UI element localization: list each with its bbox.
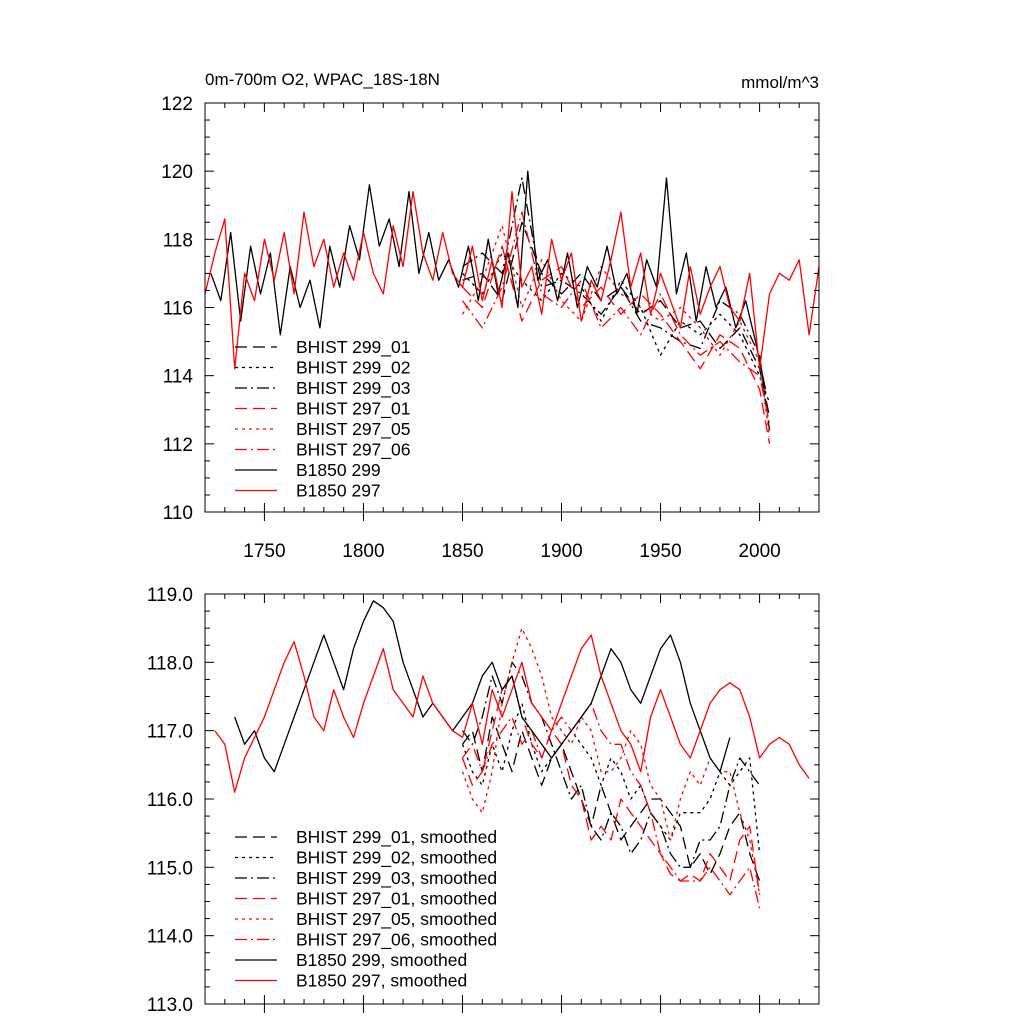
series-line-b1850-299 xyxy=(210,170,767,390)
y-tick-label: 117.0 xyxy=(147,722,193,743)
legend-label: BHIST 299_01, smoothed xyxy=(296,827,497,848)
y-tick-label: 113.0 xyxy=(147,995,193,1016)
legend-label: BHIST 297_01, smoothed xyxy=(296,889,497,910)
x-tick-label: 1800 xyxy=(342,541,384,562)
y-tick-label: 116.0 xyxy=(147,790,193,811)
legend-label: BHIST 299_03, smoothed xyxy=(296,868,497,889)
series-line-b1850-297-smoothed xyxy=(214,634,810,793)
y-tick-label: 110 xyxy=(163,503,193,524)
y-tick-label: 114 xyxy=(163,367,194,388)
series-line-b1850-299-smoothed xyxy=(234,600,731,773)
legend-label: B1850 299, smoothed xyxy=(296,950,467,970)
series-line-bhist-297-05-smoothed xyxy=(461,627,761,895)
series-line-bhist-297-06-smoothed xyxy=(461,702,761,909)
top-panel-o2-raw: 110 112 114 116 118 120 122 1750 1800 1850 1900 195… xyxy=(161,70,820,562)
legend-label: BHIST 297_01 xyxy=(296,399,410,420)
series-line-bhist-297-05 xyxy=(461,225,771,438)
legend-label: BHIST 297_06 xyxy=(296,440,410,461)
y-tick-label: 120 xyxy=(161,162,193,183)
x-tick-label: 1750 xyxy=(243,541,285,562)
series-line-bhist-297-01-smoothed xyxy=(461,675,761,895)
y-tick-label: 118 xyxy=(163,230,193,251)
series-line-bhist-299-01 xyxy=(462,221,771,417)
legend-label: BHIST 299_02, smoothed xyxy=(296,848,497,869)
series-line-b1850-297 xyxy=(204,190,820,370)
legend-label: BHIST 299_01 xyxy=(296,337,410,358)
y-tick-label: 122 xyxy=(161,94,193,115)
legend-label: B1850 299 xyxy=(296,460,381,480)
legend-label: BHIST 297_06, smoothed xyxy=(296,930,497,951)
y-tick-label: 115.0 xyxy=(147,858,193,879)
legend-label: BHIST 299_03 xyxy=(296,378,410,399)
units-label: mmol/m^3 xyxy=(741,73,819,92)
x-tick-label: 1900 xyxy=(540,541,582,562)
legend-label: BHIST 297_05 xyxy=(296,419,410,440)
series-line-bhist-299-03 xyxy=(462,177,771,431)
bottom-panel-o2-smoothed: 113.0 114.0 115.0 116.0 117.0 118.0 119.0 BHIST… xyxy=(147,585,820,1016)
x-tick-label: 1950 xyxy=(639,541,681,562)
series-line-bhist-297-06 xyxy=(461,211,771,424)
y-tick-label: 112 xyxy=(163,435,193,456)
chart-title: 0m-700m O2, WPAC_18S-18N xyxy=(205,70,440,89)
legend-label: BHIST 297_05, smoothed xyxy=(296,909,497,930)
y-tick-label: 118.0 xyxy=(147,653,193,674)
series-line-bhist-299-02-smoothed xyxy=(461,702,761,854)
series-line-bhist-299-01-smoothed xyxy=(461,716,761,882)
y-tick-label: 116 xyxy=(163,299,193,320)
series-line-bhist-299-03-smoothed xyxy=(461,661,761,868)
y-tick-label: 114.0 xyxy=(147,927,193,948)
x-tick-label: 2000 xyxy=(738,541,780,562)
y-tick-label: 119.0 xyxy=(147,585,193,606)
legend-label: B1850 297 xyxy=(296,481,381,501)
legend-label: B1850 297, smoothed xyxy=(296,971,467,991)
legend-label: BHIST 299_02 xyxy=(296,358,410,379)
x-tick-label: 1850 xyxy=(441,541,483,562)
